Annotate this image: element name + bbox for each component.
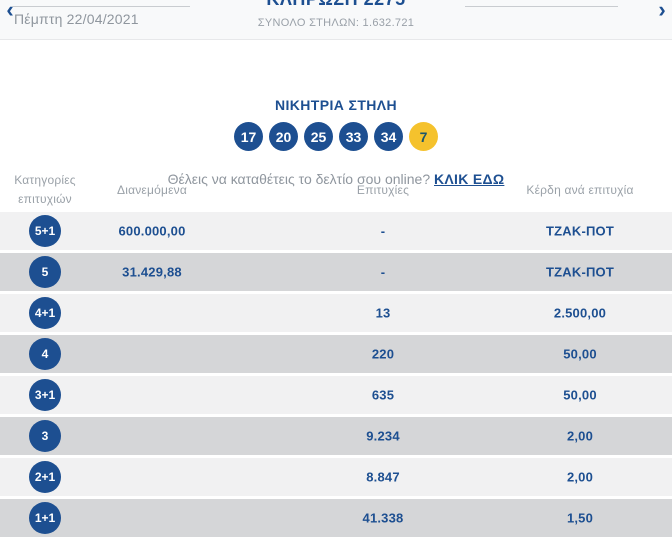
prize-cell: 50,00	[563, 346, 597, 362]
table-row: 3+1 635 50,00	[0, 376, 672, 414]
right-divider-line	[465, 6, 618, 7]
distributed-cell: 600.000,00	[118, 223, 186, 239]
table-header-row: Κατηγορίες επιτυχιών Διανεμόμενα Επιτυχί…	[0, 167, 672, 212]
draw-date: Πέμπτη 22/04/2021	[14, 11, 139, 27]
chevron-right-icon[interactable]: ›	[658, 0, 666, 22]
prize-cell: 2.500,00	[553, 305, 607, 321]
column-header-distributed: Διανεμόμενα	[117, 182, 187, 197]
category-badge: 5+1	[29, 215, 61, 247]
total-columns-label: ΣΥΝΟΛΟ ΣΤΗΛΩΝ: 1.632.721	[257, 17, 415, 29]
number-ball: 34	[374, 122, 403, 151]
winners-cell: -	[380, 223, 386, 239]
table-row: 3 9.234 2,00	[0, 417, 672, 455]
category-badge: 1+1	[29, 502, 61, 534]
column-header-categories: Κατηγορίες επιτυχιών	[14, 172, 76, 206]
left-divider-line	[12, 6, 190, 7]
winners-cell: 220	[371, 346, 395, 362]
category-badge: 5	[29, 256, 61, 288]
joker-ball: 7	[409, 122, 438, 151]
winners-cell: 13	[375, 305, 391, 321]
draw-navigation-bar: ‹ Πέμπτη 22/04/2021 ΚΛΗΡΩΣΗ 2275 ΣΥΝΟΛΟ …	[0, 0, 672, 40]
prize-cell: 2,00	[566, 428, 594, 444]
draw-title: ΚΛΗΡΩΣΗ 2275	[0, 0, 672, 10]
number-ball: 25	[304, 122, 333, 151]
table-row: 4+1 13 2.500,00	[0, 294, 672, 332]
category-badge: 4+1	[29, 297, 61, 329]
cta-line: Θέλεις να καταθέτεις το δελτίο σου onlin…	[0, 171, 672, 187]
winners-cell: 8.847	[366, 469, 400, 485]
prize-cell: ΤΖΑΚ-ΠΟΤ	[545, 264, 615, 280]
winners-cell: -	[380, 264, 386, 280]
results-table: Κατηγορίες επιτυχιών Διανεμόμενα Επιτυχί…	[0, 167, 672, 540]
column-header-prize: Κέρδη ανά επιτυχία	[526, 182, 634, 197]
category-badge: 3+1	[29, 379, 61, 411]
number-ball: 17	[234, 122, 263, 151]
category-badge: 3	[29, 420, 61, 452]
table-row: 4 220 50,00	[0, 335, 672, 373]
prize-cell: 1,50	[566, 510, 594, 526]
table-row: 5 31.429,88 - ΤΖΑΚ-ΠΟΤ	[0, 253, 672, 291]
prize-cell: 2,00	[566, 469, 594, 485]
winning-column-heading: ΝΙΚΗΤΡΙΑ ΣΤΗΛΗ	[274, 97, 398, 113]
cta-link[interactable]: ΚΛΙΚ ΕΔΩ	[434, 171, 505, 187]
prize-cell: 50,00	[563, 387, 597, 403]
winners-cell: 41.338	[362, 510, 404, 526]
prize-cell: ΤΖΑΚ-ΠΟΤ	[545, 223, 615, 239]
distributed-cell: 31.429,88	[122, 264, 182, 280]
winners-cell: 635	[371, 387, 395, 403]
table-row: 1+1 41.338 1,50	[0, 499, 672, 537]
number-ball: 20	[269, 122, 298, 151]
cta-text: Θέλεις να καταθέτεις το δελτίο σου onlin…	[167, 171, 431, 187]
winning-numbers-row: 17 20 25 33 34 7	[0, 122, 672, 151]
category-badge: 2+1	[29, 461, 61, 493]
table-row: 2+1 8.847 2,00	[0, 458, 672, 496]
chevron-left-icon[interactable]: ‹	[6, 0, 14, 22]
winners-cell: 9.234	[366, 428, 400, 444]
category-badge: 4	[29, 338, 61, 370]
table-row: 5+1 600.000,00 - ΤΖΑΚ-ΠΟΤ	[0, 212, 672, 250]
column-header-winners: Επιτυχίες	[356, 182, 410, 197]
number-ball: 33	[339, 122, 368, 151]
